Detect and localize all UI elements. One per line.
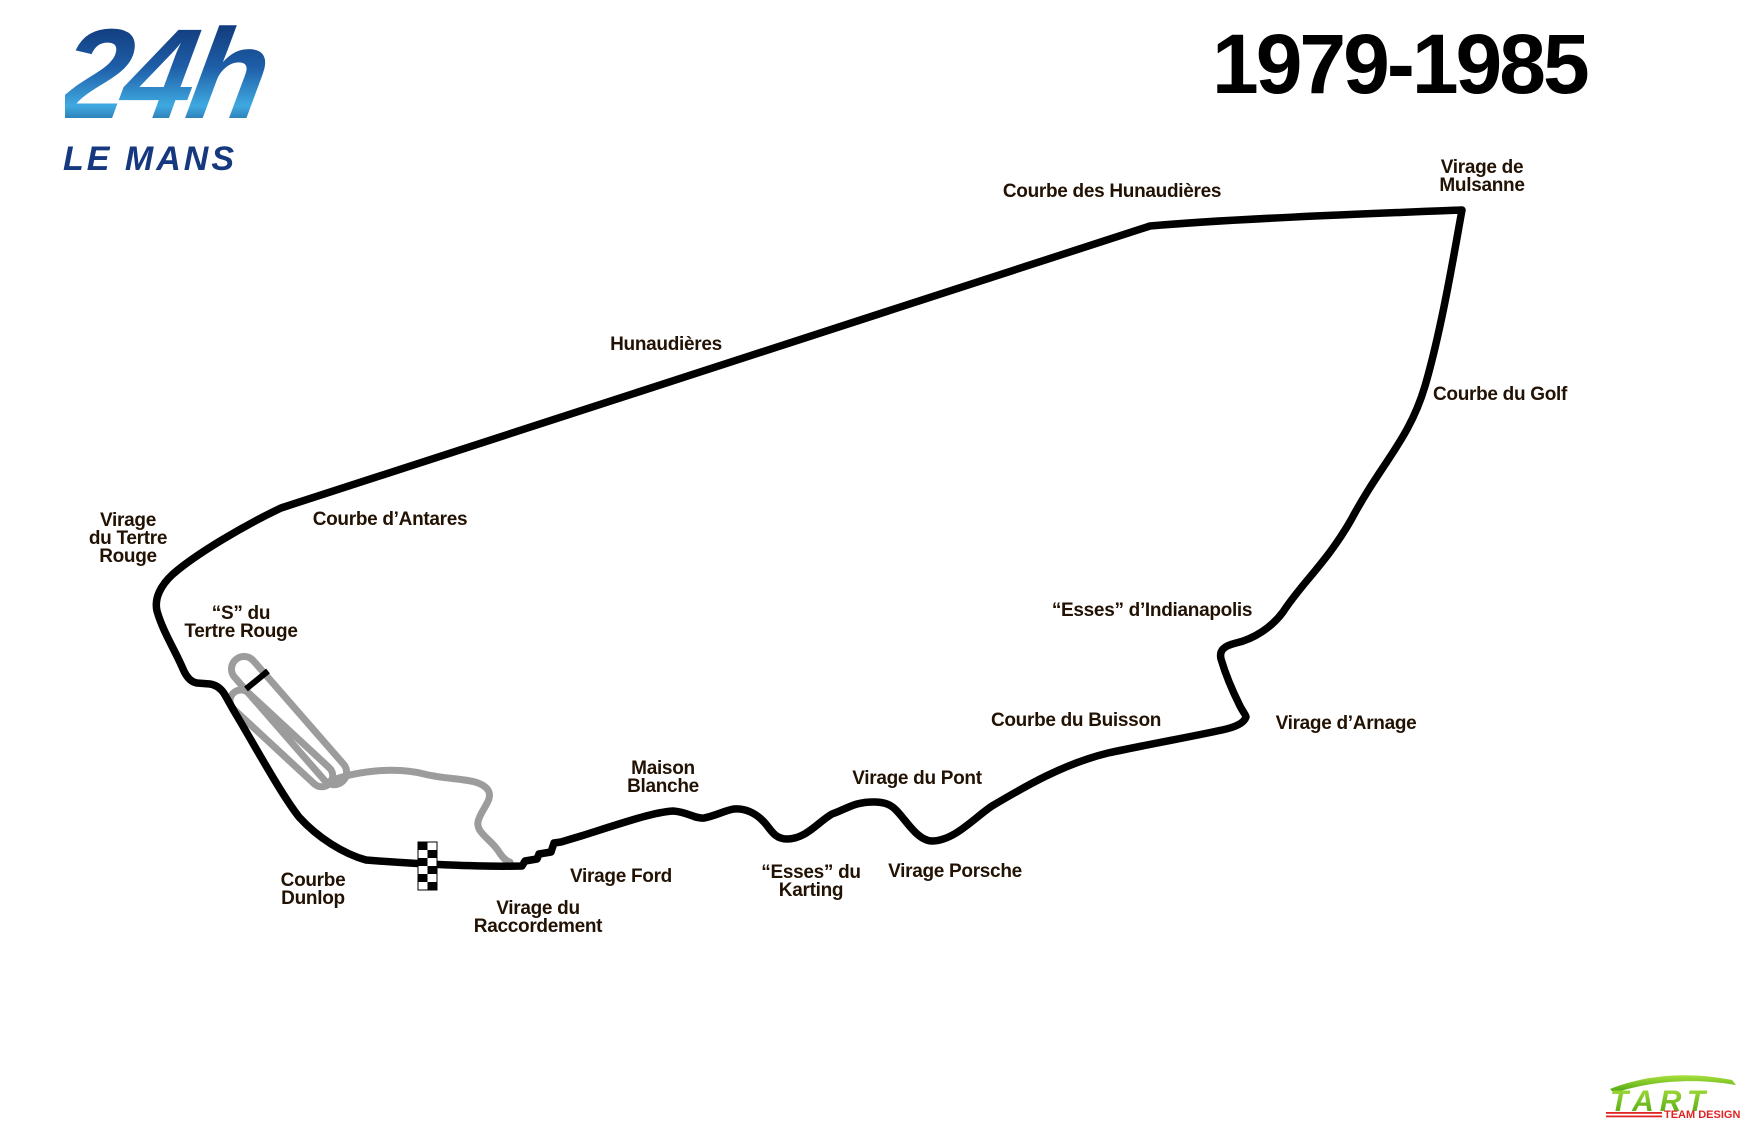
- main-track-outline: [152, 206, 1466, 870]
- track-label-virage-du-raccordement: Virage du Raccordement: [473, 898, 603, 937]
- tart-tagline-text: TEAM DESIGN: [1664, 1109, 1740, 1121]
- track-label-hunaudieres: Hunaudières: [610, 334, 722, 355]
- track-label-courbe-d-antares: Courbe d’Antares: [312, 509, 468, 530]
- track-label-esses-du-karting: “Esses” du Karting: [761, 862, 861, 901]
- lemans-24h-text: 24h: [65, 3, 277, 142]
- track-label-courbe-du-buisson: Courbe du Buisson: [990, 710, 1162, 731]
- tart-red-lines: [1606, 1112, 1662, 1118]
- start-finish-checkered-flag: [417, 841, 438, 891]
- track-label-maison-blanche: Maison Blanche: [627, 758, 699, 797]
- year-range-title: 1979-1985: [1212, 17, 1590, 111]
- track-label-courbe-dunlop: Courbe Dunlop: [280, 870, 346, 909]
- track-label-courbe-des-hunaudieres: Courbe des Hunaudières: [1002, 181, 1222, 202]
- lemans-24h-logo-mark: 24h: [65, 3, 277, 142]
- track-label-virage-du-pont: Virage du Pont: [852, 768, 982, 789]
- lemans-wordmark: LE MANS: [63, 140, 237, 178]
- track-label-esses-d-indianapolis: “Esses” d’Indianapolis: [1051, 600, 1253, 621]
- tart-logo-svg: TART TEAM DESIGN: [1606, 1075, 1740, 1121]
- track-label-virage-du-tertre-rouge: Virage du Tertre Rouge: [88, 510, 168, 567]
- tart-team-design-logo: TART TEAM DESIGN: [1604, 1071, 1744, 1121]
- track-label-s-du-tertre-rouge: “S” du Tertre Rouge: [184, 603, 298, 642]
- lemans-24h-logo: 24h LE MANS: [55, 2, 325, 187]
- tart-car-swoosh: [1610, 1075, 1736, 1093]
- track-label-virage-de-mulsanne: Virage de Mulsanne: [1439, 157, 1525, 196]
- bugatti-start-line: [244, 668, 270, 692]
- bugatti-hairpin-outer: [228, 653, 351, 789]
- track-label-virage-porsche: Virage Porsche: [888, 861, 1022, 882]
- track-label-virage-ford: Virage Ford: [570, 866, 672, 887]
- bugatti-return-road: [322, 766, 514, 866]
- track-label-courbe-du-golf: Courbe du Golf: [1432, 384, 1568, 405]
- track-label-virage-d-arnage: Virage d’Arnage: [1275, 713, 1417, 734]
